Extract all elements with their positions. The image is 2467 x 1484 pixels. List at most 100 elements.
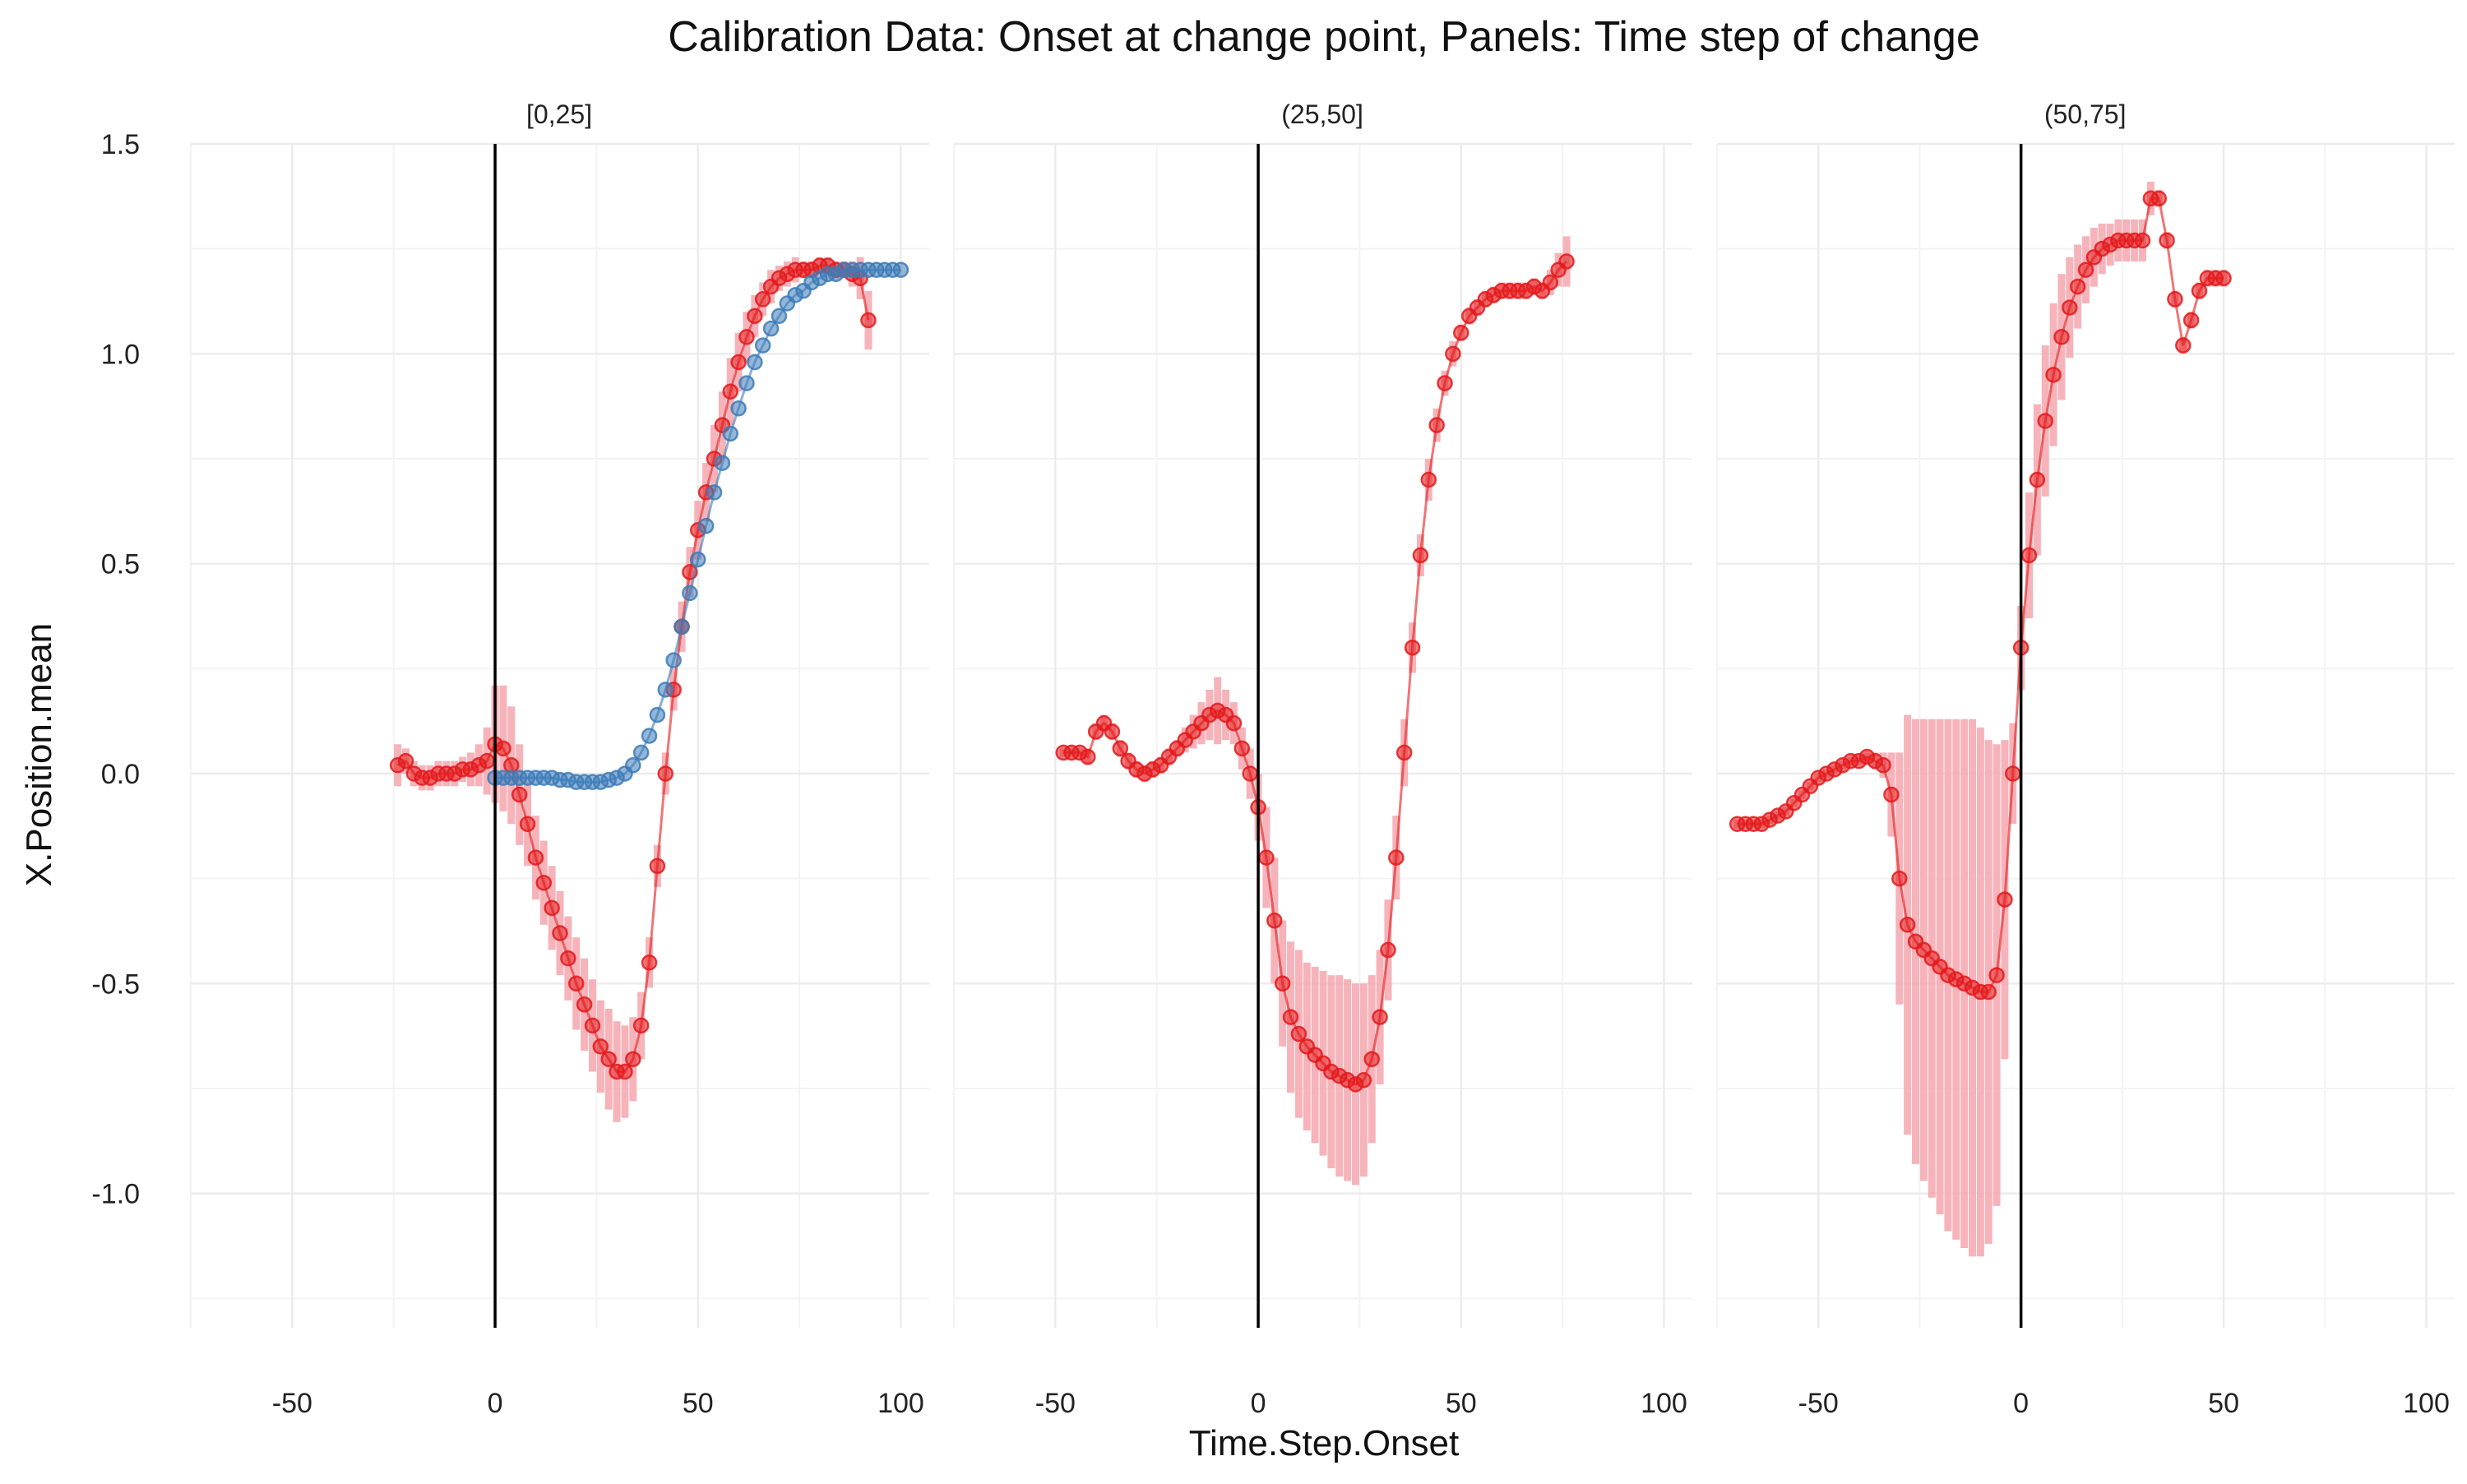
y-tick-label: 1.0 [101,339,140,370]
data-point [625,756,641,774]
data-point [1355,1071,1372,1089]
data-point [1988,967,2005,983]
data-point [722,425,738,442]
data-point [1388,849,1405,866]
data-point [649,858,666,875]
data-point [682,585,698,602]
panel-2: (25,50] -50 0 50 100 [953,99,1692,1419]
data-point [747,354,763,371]
data-point [2029,471,2046,488]
series-line [1063,260,1568,1086]
data-point [511,786,528,803]
data-point [2215,270,2232,287]
data-point [519,816,536,832]
data-point [1104,724,1121,740]
data-point [892,261,910,278]
series-red [1055,236,1575,1186]
panel-3: (50,75] -50 0 50 100 [1716,99,2455,1419]
data-point [641,728,658,744]
data-point [1242,765,1258,782]
data-point [730,400,747,417]
data-point [1395,744,1413,761]
data-point [1290,1025,1308,1042]
series-red [389,257,877,1122]
data-point [2159,232,2175,249]
data-point [722,383,738,400]
data-point [1404,640,1421,656]
data-point [576,996,593,1013]
y-axis-label: X.Position.mean [19,623,59,886]
data-point [1883,786,1900,803]
data-point [690,551,706,568]
data-point [738,329,755,345]
panel-strip-label: (25,50] [1281,99,1363,129]
data-point [2020,547,2038,564]
data-point [1234,740,1251,757]
data-point [1380,941,1396,959]
data-point [2045,367,2062,383]
data-point [632,1017,650,1034]
x-tick-label: 0 [1251,1388,1266,1419]
data-point [2037,413,2053,429]
data-point [714,455,731,471]
data-point [552,925,568,941]
data-point [2005,765,2021,782]
panel-strip-label: [0,25] [526,99,592,129]
data-point [754,337,771,354]
data-point [1420,471,1437,488]
data-point [697,517,715,534]
data-point [1372,1009,1388,1025]
x-tick-label: 0 [2013,1388,2029,1419]
panel-1: [0,25] -50 0 50 100 [190,99,929,1419]
data-point [1997,891,2013,908]
y-tick-label: 0.5 [101,549,140,580]
x-tick-label: 100 [877,1388,924,1419]
y-axis-ticks: 1.5 1.0 0.5 0.0 -0.5 -1.0 [91,129,140,1210]
data-point [860,312,877,329]
data-point [641,954,658,971]
data-point [1875,756,1891,774]
data-point [600,1051,617,1067]
data-point [657,765,674,782]
data-point [2069,278,2086,295]
data-point [1453,325,1470,341]
x-tick-label: -50 [1035,1388,1076,1419]
data-point [649,706,666,724]
data-point [584,1017,601,1034]
data-point [479,752,495,770]
data-point [1980,983,1997,1001]
data-point [567,975,585,992]
data-point [754,291,771,307]
data-point [592,1038,609,1055]
data-point [1899,917,1916,933]
x-tick-label: -50 [1798,1388,1839,1419]
data-point [1437,375,1453,391]
data-point [657,682,674,698]
data-point [2182,312,2200,329]
panel-strip-label: (50,75] [2044,99,2127,129]
x-tick-label: 100 [1641,1388,1687,1419]
data-point [632,744,650,761]
data-point [730,354,747,371]
data-point [747,307,763,325]
x-tick-label: 50 [1446,1388,1477,1419]
data-point [706,484,723,501]
data-point [1558,253,1575,270]
data-point [397,752,414,770]
x-tick-label: 0 [488,1388,503,1419]
y-tick-label: 0.0 [101,759,140,790]
data-point [673,618,690,635]
data-point [2062,299,2078,316]
data-point [1445,345,1461,363]
data-point [2150,190,2167,207]
chart-title: Calibration Data: Onset at change point,… [668,13,1980,61]
data-point [1225,714,1243,732]
data-point [738,375,755,391]
data-point [560,950,576,967]
y-tick-label: -1.0 [91,1179,140,1210]
data-point [1282,1009,1299,1025]
data-point [2053,329,2070,345]
data-point [625,1051,641,1067]
